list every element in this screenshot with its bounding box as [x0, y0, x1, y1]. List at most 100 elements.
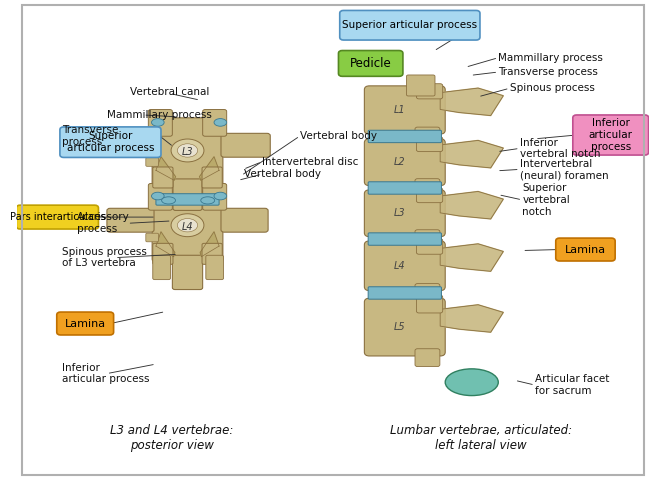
FancyBboxPatch shape: [406, 75, 435, 96]
Text: Superior
vertebral
notch: Superior vertebral notch: [523, 183, 570, 216]
Text: Pars interarticularis: Pars interarticularis: [10, 212, 105, 222]
FancyBboxPatch shape: [415, 284, 440, 299]
Text: Inferior
articular process: Inferior articular process: [62, 363, 150, 384]
FancyBboxPatch shape: [146, 158, 159, 166]
FancyBboxPatch shape: [153, 167, 173, 188]
FancyBboxPatch shape: [340, 11, 480, 40]
FancyBboxPatch shape: [148, 109, 172, 136]
Ellipse shape: [214, 192, 227, 200]
Text: Superior articular process: Superior articular process: [343, 20, 477, 30]
Text: Intervertebral disc: Intervertebral disc: [262, 157, 358, 167]
Ellipse shape: [214, 119, 227, 126]
FancyBboxPatch shape: [417, 239, 443, 254]
Text: L3 and L4 vertebrae:
posterior view: L3 and L4 vertebrae: posterior view: [110, 424, 233, 452]
Polygon shape: [200, 232, 219, 257]
FancyBboxPatch shape: [415, 349, 440, 367]
FancyBboxPatch shape: [202, 167, 222, 188]
Polygon shape: [440, 192, 503, 219]
Text: Vertebral body: Vertebral body: [300, 131, 377, 141]
Text: Pedicle: Pedicle: [350, 57, 391, 70]
FancyBboxPatch shape: [368, 130, 441, 143]
FancyBboxPatch shape: [415, 230, 440, 244]
FancyBboxPatch shape: [203, 183, 227, 210]
Text: Inferior
articular
process: Inferior articular process: [589, 119, 632, 152]
Polygon shape: [200, 156, 219, 180]
Text: Lamina: Lamina: [565, 244, 606, 254]
Ellipse shape: [171, 139, 204, 162]
FancyBboxPatch shape: [221, 133, 270, 157]
FancyBboxPatch shape: [57, 312, 114, 335]
FancyBboxPatch shape: [172, 255, 203, 289]
Ellipse shape: [201, 197, 214, 204]
FancyBboxPatch shape: [365, 139, 445, 186]
FancyBboxPatch shape: [153, 243, 173, 264]
FancyBboxPatch shape: [365, 86, 445, 134]
Text: L4: L4: [182, 221, 193, 231]
Text: Transverse process: Transverse process: [499, 67, 598, 77]
FancyBboxPatch shape: [365, 190, 445, 237]
Polygon shape: [440, 141, 503, 168]
Text: L2: L2: [393, 157, 405, 167]
Ellipse shape: [177, 218, 198, 232]
Text: Lamina: Lamina: [64, 319, 106, 328]
FancyBboxPatch shape: [146, 233, 159, 242]
FancyBboxPatch shape: [206, 255, 224, 280]
Text: Spinous process
of L3 vertebra: Spinous process of L3 vertebra: [62, 247, 148, 268]
FancyBboxPatch shape: [417, 188, 443, 203]
FancyBboxPatch shape: [16, 205, 98, 229]
FancyBboxPatch shape: [415, 179, 440, 193]
FancyBboxPatch shape: [368, 182, 441, 194]
Polygon shape: [156, 232, 175, 257]
Text: L1: L1: [393, 105, 405, 115]
Ellipse shape: [445, 369, 499, 396]
Text: L3: L3: [393, 208, 405, 218]
FancyBboxPatch shape: [152, 118, 223, 186]
FancyBboxPatch shape: [105, 133, 154, 157]
FancyBboxPatch shape: [60, 127, 161, 157]
Text: Lumbar vertebrae, articulated:
left lateral view: Lumbar vertebrae, articulated: left late…: [390, 424, 572, 452]
Text: Mammillary process: Mammillary process: [499, 53, 603, 63]
FancyBboxPatch shape: [339, 50, 403, 76]
Ellipse shape: [177, 144, 198, 157]
Text: Articular facet
for sacrum: Articular facet for sacrum: [535, 374, 609, 396]
Text: L5: L5: [393, 322, 405, 332]
Ellipse shape: [171, 214, 204, 237]
Polygon shape: [440, 305, 503, 332]
FancyBboxPatch shape: [221, 208, 268, 232]
Text: Transverse
process: Transverse process: [62, 125, 119, 147]
Text: Intervertebral
(neural) foramen: Intervertebral (neural) foramen: [520, 158, 608, 180]
FancyBboxPatch shape: [173, 179, 202, 210]
FancyBboxPatch shape: [107, 208, 154, 232]
FancyBboxPatch shape: [203, 109, 227, 136]
FancyBboxPatch shape: [156, 194, 219, 205]
Polygon shape: [440, 88, 503, 116]
Ellipse shape: [151, 192, 164, 200]
FancyBboxPatch shape: [556, 238, 615, 261]
Polygon shape: [440, 244, 503, 271]
FancyBboxPatch shape: [415, 127, 440, 142]
FancyBboxPatch shape: [368, 233, 441, 245]
Text: Vertebral body: Vertebral body: [244, 169, 321, 179]
Ellipse shape: [162, 197, 176, 204]
FancyBboxPatch shape: [417, 84, 443, 99]
Text: Spinous process: Spinous process: [510, 83, 595, 93]
FancyBboxPatch shape: [202, 243, 222, 264]
FancyBboxPatch shape: [417, 295, 443, 313]
FancyBboxPatch shape: [417, 137, 443, 152]
FancyBboxPatch shape: [152, 191, 223, 262]
Ellipse shape: [151, 119, 164, 126]
Text: Accessory
process: Accessory process: [77, 213, 130, 234]
FancyBboxPatch shape: [148, 183, 172, 210]
FancyBboxPatch shape: [153, 255, 170, 280]
Text: Mammillary process: Mammillary process: [107, 110, 212, 120]
Text: L3: L3: [182, 147, 193, 156]
Text: L4: L4: [393, 261, 405, 271]
FancyBboxPatch shape: [365, 298, 445, 356]
FancyBboxPatch shape: [573, 115, 649, 155]
Polygon shape: [156, 156, 176, 180]
Text: Inferior
vertebral notch: Inferior vertebral notch: [520, 138, 600, 159]
FancyBboxPatch shape: [368, 287, 441, 299]
FancyBboxPatch shape: [365, 241, 445, 290]
Text: Superior
articular process: Superior articular process: [67, 132, 154, 153]
Text: Vertebral canal: Vertebral canal: [130, 87, 209, 97]
